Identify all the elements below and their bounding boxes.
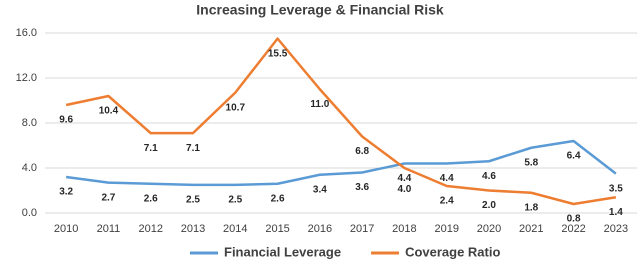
y-tick-label: 16.0 xyxy=(16,27,37,39)
value-label: 1.8 xyxy=(524,202,538,213)
y-tick-label: 0.0 xyxy=(22,207,37,219)
x-tick-label: 2016 xyxy=(308,223,332,235)
x-tick-label: 2023 xyxy=(604,223,628,235)
value-label: 6.8 xyxy=(355,146,369,157)
x-tick-label: 2015 xyxy=(265,223,289,235)
value-label: 2.6 xyxy=(271,193,285,204)
series-line xyxy=(65,139,617,187)
value-label: 2.5 xyxy=(186,195,200,206)
value-label: 15.5 xyxy=(268,48,288,59)
value-label: 3.2 xyxy=(59,187,73,198)
value-label: 3.6 xyxy=(355,182,369,193)
series-line xyxy=(65,37,617,206)
value-label: 2.5 xyxy=(228,195,242,206)
value-label: 0.8 xyxy=(567,214,581,225)
x-tick-label: 2010 xyxy=(54,223,78,235)
value-label: 10.7 xyxy=(226,102,246,113)
x-tick-label: 2017 xyxy=(350,223,374,235)
value-label: 10.4 xyxy=(99,106,119,117)
value-label: 2.4 xyxy=(440,196,454,207)
value-label: 5.8 xyxy=(524,157,538,168)
value-label: 7.1 xyxy=(186,143,200,154)
legend-label: Coverage Ratio xyxy=(405,244,500,259)
value-label: 2.6 xyxy=(144,193,158,204)
x-tick-label: 2011 xyxy=(97,223,121,235)
chart-title: Increasing Leverage & Financial Risk xyxy=(196,2,444,18)
x-tick-label: 2018 xyxy=(392,223,416,235)
y-tick-label: 4.0 xyxy=(22,162,37,174)
value-label: 11.0 xyxy=(310,99,329,110)
value-label: 9.6 xyxy=(59,115,73,126)
x-tick-label: 2019 xyxy=(434,223,458,235)
value-label: 3.4 xyxy=(313,184,327,195)
value-label: 1.4 xyxy=(609,207,623,218)
value-label: 2.7 xyxy=(101,192,115,203)
x-tick-label: 2022 xyxy=(561,223,585,235)
x-tick-label: 2012 xyxy=(138,223,162,235)
value-label: 4.4 xyxy=(397,173,411,184)
legend-label: Financial Leverage xyxy=(224,244,341,259)
value-label: 4.4 xyxy=(440,173,454,184)
y-tick-label: 12.0 xyxy=(16,72,37,84)
x-tick-label: 2014 xyxy=(223,223,247,235)
value-label: 4.0 xyxy=(397,184,411,195)
value-label: 7.1 xyxy=(144,143,158,154)
x-tick-label: 2013 xyxy=(181,223,205,235)
y-tick-label: 8.0 xyxy=(22,117,37,129)
value-label: 4.6 xyxy=(482,171,496,182)
x-tick-label: 2021 xyxy=(519,223,543,235)
value-label: 2.0 xyxy=(482,200,496,211)
value-label: 6.4 xyxy=(567,151,581,162)
value-label: 3.5 xyxy=(609,183,623,194)
x-tick-label: 2020 xyxy=(477,223,501,235)
